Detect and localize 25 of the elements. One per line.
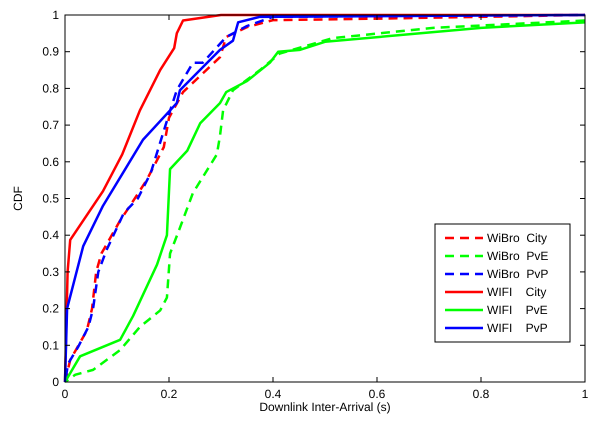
- y-tick-label: 0.8: [42, 81, 60, 96]
- x-tick-label: 0.6: [368, 387, 386, 401]
- legend-label: WIFI PvP: [487, 321, 548, 335]
- y-tick-label: 1: [52, 8, 60, 22]
- x-axis-title: Downlink Inter-Arrival (s): [259, 400, 391, 414]
- y-tick-label: 0.3: [42, 264, 60, 279]
- y-tick-label: 0.6: [42, 154, 60, 169]
- x-tick-label: 1: [582, 387, 589, 401]
- legend-label: WiBro PvE: [487, 249, 548, 263]
- y-tick-label: 0.1: [42, 338, 60, 352]
- y-tick-label: 0: [52, 375, 60, 389]
- y-tick-label: 0.4: [42, 228, 60, 242]
- y-tick-label: 0.9: [42, 44, 60, 59]
- y-tick-label: 0.7: [42, 118, 60, 132]
- x-tick-label: 0.8: [472, 387, 490, 401]
- x-tick-label: 0: [62, 387, 69, 401]
- y-tick-label: 0.2: [42, 302, 60, 316]
- y-tick-label: 0.5: [42, 192, 60, 206]
- y-axis-title: CDF: [11, 186, 25, 211]
- legend-label: WIFI PvE: [487, 303, 548, 317]
- legend-label: WIFI City: [487, 285, 546, 299]
- legend-label: WiBro PvP: [487, 267, 548, 281]
- x-tick-label: 0.2: [160, 387, 178, 401]
- legend-label: WiBro City: [487, 231, 547, 245]
- x-tick-label: 0.4: [264, 387, 282, 401]
